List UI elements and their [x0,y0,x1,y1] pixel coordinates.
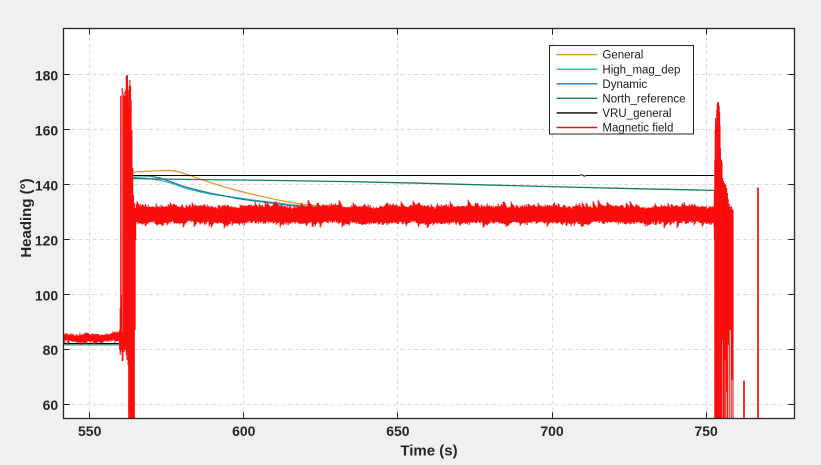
svg-text:700: 700 [540,423,564,439]
svg-text:High_mag_dep: High_mag_dep [602,64,680,76]
svg-text:750: 750 [694,423,718,439]
svg-text:60: 60 [43,397,59,413]
svg-text:VRU_general: VRU_general [602,108,671,120]
svg-text:General: General [602,50,643,62]
svg-text:160: 160 [35,123,59,139]
svg-text:100: 100 [35,287,59,303]
svg-text:650: 650 [386,423,410,439]
svg-text:140: 140 [35,178,59,194]
svg-text:550: 550 [78,423,102,439]
svg-text:Magnetic field: Magnetic field [602,123,673,135]
svg-text:600: 600 [232,423,256,439]
svg-text:Heading (°): Heading (°) [18,178,35,257]
svg-text:120: 120 [35,232,59,248]
svg-text:North_reference: North_reference [602,93,685,105]
svg-text:80: 80 [43,342,59,358]
svg-text:Dynamic: Dynamic [602,79,647,91]
svg-text:180: 180 [35,68,59,84]
svg-text:Time (s): Time (s) [400,443,457,460]
